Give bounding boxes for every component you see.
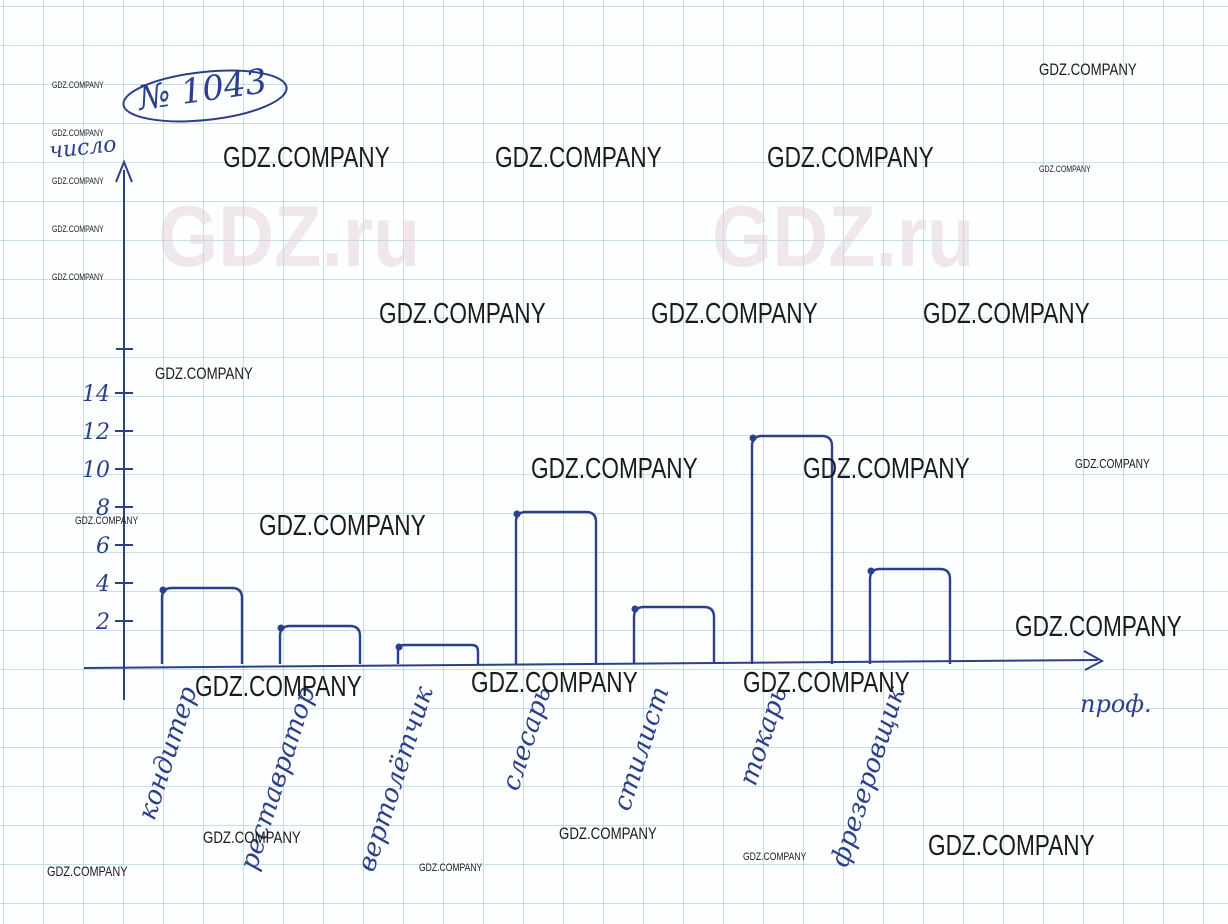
y-tick-label: 14	[82, 382, 110, 407]
y-tick-label: 12	[82, 420, 110, 445]
watermark: GDZ.COMPANY	[767, 142, 934, 174]
watermark: GDZ.COMPANY	[379, 298, 546, 330]
bar-start-dot	[277, 624, 285, 632]
y-tick-label: 8	[96, 496, 110, 521]
y-tick-label: 2	[95, 610, 110, 635]
watermark: GDZ.COMPANY	[803, 453, 970, 485]
watermark: GDZ.COMPANY	[1015, 611, 1182, 643]
y-axis-arrow	[115, 159, 133, 183]
watermark: GDZ.COMPANY	[651, 298, 818, 330]
problem-number: № 1043	[134, 61, 270, 119]
bar	[396, 643, 480, 664]
watermark: GDZ.COMPANY	[1075, 456, 1150, 471]
bar-start-dot	[749, 434, 757, 442]
x-axis-label: проф.	[1080, 690, 1152, 718]
watermark: GDZ.COMPANY	[52, 176, 104, 186]
watermark: GDZ.COMPANY	[52, 224, 104, 234]
watermark: GDZ.COMPANY	[743, 667, 910, 699]
x-axis-arrow	[1083, 650, 1105, 671]
category-label: вертолётчик	[352, 682, 440, 875]
bar	[278, 624, 362, 664]
watermark: GDZ.COMPANY	[1039, 60, 1137, 79]
y-tick-label: 6	[96, 534, 110, 559]
watermark: GDZ.COMPANY	[52, 80, 104, 90]
watermark: GDZ.COMPANY	[495, 142, 662, 174]
watermark: GDZ.COMPANY	[531, 453, 698, 485]
watermark: GDZ.COMPANY	[743, 851, 807, 863]
bar-start-dot	[631, 605, 639, 613]
category-label: фрезеровщик	[825, 682, 912, 870]
bar	[632, 605, 716, 664]
x-axis: проф.	[83, 650, 1152, 718]
bar	[868, 567, 952, 664]
bar-start-dot	[395, 643, 403, 651]
y-tick-group: 2 4 6 8 10 12 14	[82, 382, 133, 635]
watermark: GDZ.COMPANY	[155, 364, 253, 383]
watermark: GDZ.COMPANY	[47, 863, 128, 879]
watermark: GDZ.COMPANY	[203, 828, 301, 847]
bar	[514, 510, 598, 664]
x-axis-line	[83, 659, 1099, 669]
bar	[160, 586, 244, 664]
bar	[750, 434, 834, 664]
bar-series	[159, 434, 952, 664]
problem-number-oval	[122, 69, 288, 123]
watermark: GDZ.COMPANY	[923, 298, 1090, 330]
y-tick-label: 10	[82, 458, 110, 483]
watermark: GDZ.COMPANY	[52, 272, 104, 282]
category-label: кондитер	[132, 683, 203, 824]
watermark: GDZ.COMPANY	[559, 824, 657, 843]
bar-start-dot	[513, 510, 521, 518]
watermark: GDZ.COMPANY	[52, 128, 104, 138]
bar-start-dot	[159, 586, 167, 594]
watermark: GDZ.COMPANY	[471, 667, 638, 699]
category-label: стилист	[607, 683, 675, 814]
watermark: GDZ.COMPANY	[223, 142, 390, 174]
bar-start-dot	[867, 567, 875, 575]
watermark: GDZ.COMPANY	[928, 830, 1095, 862]
watermark: GDZ.COMPANY	[75, 515, 139, 527]
watermark: GDZ.COMPANY	[419, 862, 483, 874]
y-tick-label: 4	[95, 572, 110, 597]
watermark: GDZ.COMPANY	[259, 510, 426, 542]
watermark: GDZ.COMPANY	[1039, 164, 1091, 174]
problem-number-stamp: № 1043	[122, 61, 288, 123]
watermark: GDZ.COMPANY	[195, 671, 362, 703]
ghost-watermark: GDZ.ru	[158, 189, 421, 285]
ghost-watermark: GDZ.ru	[712, 189, 975, 285]
